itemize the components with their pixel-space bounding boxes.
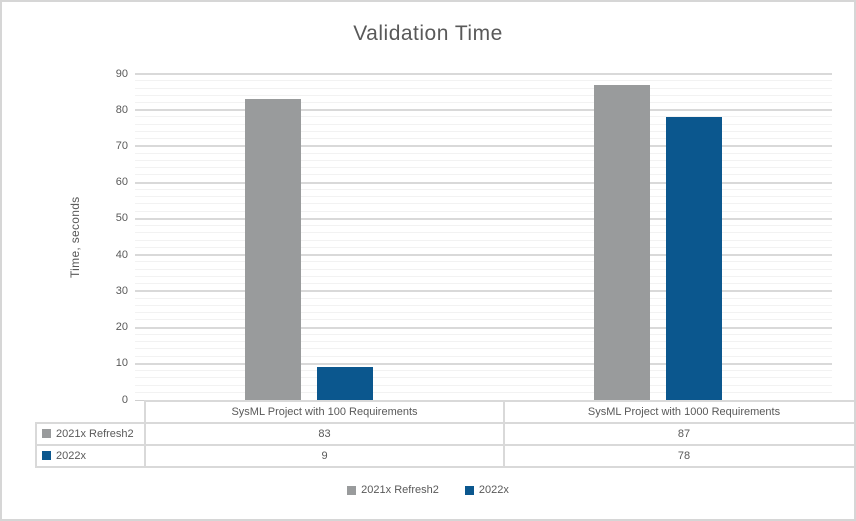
series-swatch-icon: [42, 429, 51, 438]
gridline-major: [135, 217, 832, 220]
gridline-minor: [135, 101, 832, 103]
gridline-major: [135, 326, 832, 329]
gridline-minor: [135, 94, 832, 96]
gridline-minor: [135, 80, 832, 82]
gridline-minor: [135, 87, 832, 89]
gridline-minor: [135, 268, 832, 270]
y-tick-label: 0: [121, 393, 128, 406]
gridline-minor: [135, 348, 832, 350]
table-category-header: SysML Project with 100 Requirements: [144, 400, 505, 424]
gridline-minor: [135, 391, 832, 393]
series-swatch-icon: [42, 451, 51, 460]
gridline-minor: [135, 159, 832, 161]
table-value-cell: 9: [144, 444, 505, 468]
gridline-minor: [135, 232, 832, 234]
gridline-minor: [135, 261, 832, 263]
gridline-major: [135, 290, 832, 293]
table-series-label: 2022x: [35, 444, 146, 468]
gridline-minor: [135, 283, 832, 285]
gridline-major: [135, 145, 832, 148]
gridline-minor: [135, 138, 832, 140]
table-row: 2021x Refresh2 83 87: [35, 422, 854, 446]
gridline-minor: [135, 341, 832, 343]
gridline-minor: [135, 167, 832, 169]
y-tick-label: 20: [115, 321, 128, 334]
legend: 2021x Refresh2 2022x: [2, 484, 854, 496]
legend-swatch-icon: [464, 485, 474, 495]
table-row: 2022x 9 78: [35, 444, 854, 468]
y-tick-label: 80: [115, 103, 128, 116]
gridline-minor: [135, 203, 832, 205]
table-value-cell: 87: [503, 422, 854, 446]
bar-2022x-cat2: [665, 117, 722, 400]
y-tick-label: 50: [115, 212, 128, 225]
gridline-minor: [135, 123, 832, 125]
gridline-minor: [135, 246, 832, 248]
gridline-minor: [135, 174, 832, 176]
y-tick-label: 30: [115, 284, 128, 297]
gridline-minor: [135, 370, 832, 372]
gridline-minor: [135, 116, 832, 118]
gridline-minor: [135, 275, 832, 277]
table-value-cell: 78: [503, 444, 854, 468]
gridline-major: [135, 362, 832, 365]
plot-area: [135, 73, 832, 401]
gridline-minor: [135, 312, 832, 314]
gridline-major: [135, 109, 832, 112]
gridline-minor: [135, 239, 832, 241]
legend-item: 2021x Refresh2: [347, 484, 439, 496]
table-series-label: 2021x Refresh2: [35, 422, 146, 446]
y-axis-ticks: 0 10 20 30 40 50 60 70 80 90: [90, 68, 128, 406]
y-tick-label: 70: [115, 139, 128, 152]
y-tick-label: 10: [115, 357, 128, 370]
legend-swatch-icon: [347, 485, 357, 495]
gridline-major: [135, 254, 832, 257]
y-tick-label: 90: [115, 67, 128, 80]
gridline-minor: [135, 225, 832, 227]
chart-title: Validation Time: [353, 22, 503, 45]
legend-item: 2022x: [464, 484, 509, 496]
data-table: SysML Project with 100 Requirements SysML…: [35, 400, 854, 468]
y-tick-label: 40: [115, 248, 128, 261]
table-corner-cell: [36, 401, 145, 423]
legend-label: 2021x Refresh2: [361, 484, 439, 496]
gridline-minor: [135, 196, 832, 198]
legend-label: 2022x: [478, 484, 509, 496]
gridline-major: [135, 181, 832, 184]
y-tick-label: 60: [115, 176, 128, 189]
bar-2022x-cat1: [317, 367, 373, 400]
gridline-minor: [135, 319, 832, 321]
gridline-major: [135, 73, 832, 75]
gridline-minor: [135, 297, 832, 299]
table-category-header: SysML Project with 1000 Requirements: [503, 400, 854, 424]
gridline-minor: [135, 377, 832, 379]
gridline-minor: [135, 355, 832, 357]
bar-2021x-refresh2-cat2: [593, 84, 650, 400]
y-axis-title: Time, seconds: [68, 196, 82, 278]
gridline-minor: [135, 188, 832, 190]
gridline-minor: [135, 333, 832, 335]
gridline-minor: [135, 304, 832, 306]
bar-2021x-refresh2-cat1: [245, 99, 301, 400]
gridline-minor: [135, 210, 832, 212]
gridline-minor: [135, 130, 832, 132]
table-value-cell: 83: [144, 422, 505, 446]
gridline-minor: [135, 384, 832, 386]
gridline-minor: [135, 152, 832, 154]
